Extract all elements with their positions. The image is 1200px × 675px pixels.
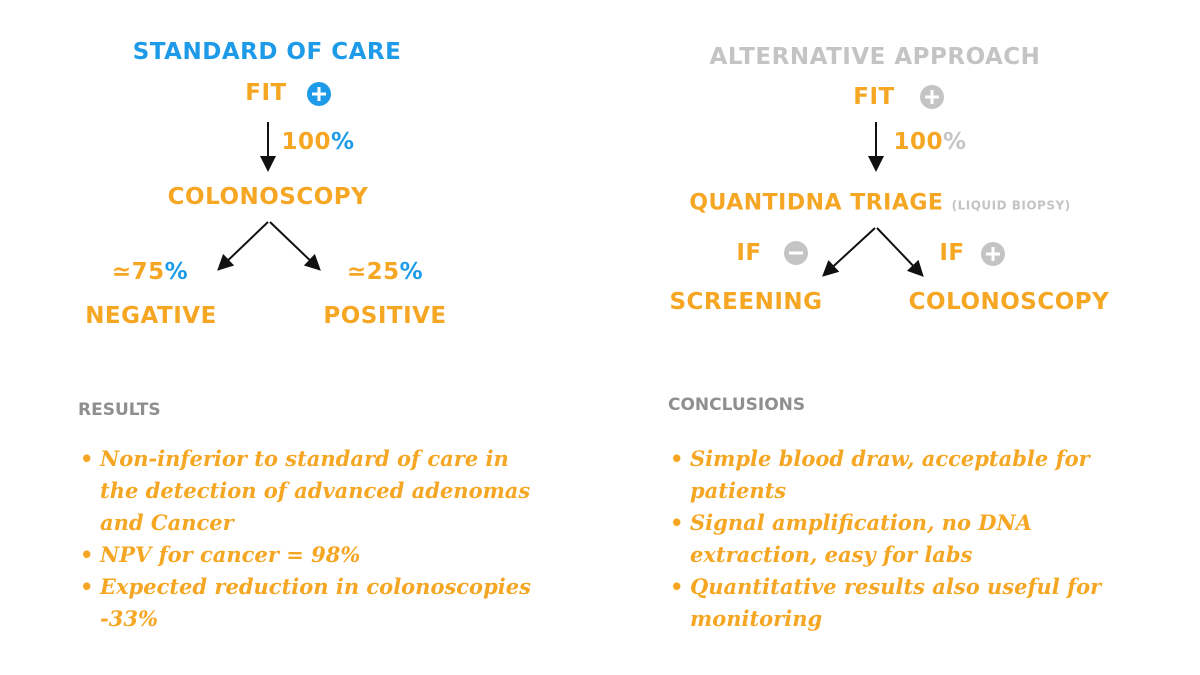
arrow	[217, 221, 269, 271]
arrow	[876, 227, 924, 277]
condition: IF	[939, 240, 965, 266]
heading: CONCLUSIONS	[668, 395, 806, 415]
unit: %	[399, 259, 424, 285]
bullet-item: Non-inferior to standard of care in the …	[80, 443, 550, 539]
arrow	[822, 227, 876, 277]
node: QUANTIDNA TRIAGE (LIQUID BIOPSY)	[689, 191, 1070, 216]
bullet-list: Simple blood draw, acceptable for patien…	[668, 443, 1130, 635]
bullet-item: Simple blood draw, acceptable for patien…	[670, 443, 1130, 507]
step: QUANTIDNA TRIAGE	[689, 190, 944, 216]
node: COLONOSCOPY	[167, 184, 369, 210]
node: COLONOSCOPY	[908, 289, 1110, 315]
number: ≃75	[111, 259, 165, 285]
node: FIT	[245, 80, 287, 106]
number: ≃25	[346, 259, 400, 285]
number: 100	[281, 129, 331, 155]
bullet-list: Non-inferior to standard of care in the …	[78, 443, 550, 635]
node: FIT	[853, 84, 895, 110]
number: 100	[893, 129, 943, 155]
unit: %	[164, 259, 189, 285]
node: SCREENING	[669, 289, 823, 315]
plus-icon	[307, 82, 331, 106]
title: ALTERNATIVE APPROACH	[709, 44, 1041, 70]
title: STANDARD OF CARE	[132, 39, 402, 65]
node: POSITIVE	[323, 303, 447, 329]
bullet-item: Signal amplification, no DNA extraction,…	[670, 507, 1130, 571]
condition: IF	[736, 240, 762, 266]
unit: %	[330, 129, 355, 155]
bullet-item: NPV for cancer = 98%	[80, 539, 550, 571]
unit: %	[942, 129, 967, 155]
arrow-label: 100%	[281, 129, 354, 155]
plus-icon	[981, 242, 1005, 266]
branch-value: ≃25%	[347, 259, 423, 285]
heading: RESULTS	[78, 400, 161, 420]
branch-value: ≃75%	[112, 259, 188, 285]
bullet-item: Expected reduction in colonoscopies -33%	[80, 571, 550, 635]
plus-icon	[920, 85, 944, 109]
bullet-item: Quantitative results also useful for mon…	[670, 571, 1130, 635]
node: NEGATIVE	[85, 303, 217, 329]
arrow	[269, 221, 321, 271]
step-note: (LIQUID BIOPSY)	[951, 198, 1071, 213]
arrow-label: 100%	[893, 129, 966, 155]
minus-icon	[784, 241, 808, 265]
